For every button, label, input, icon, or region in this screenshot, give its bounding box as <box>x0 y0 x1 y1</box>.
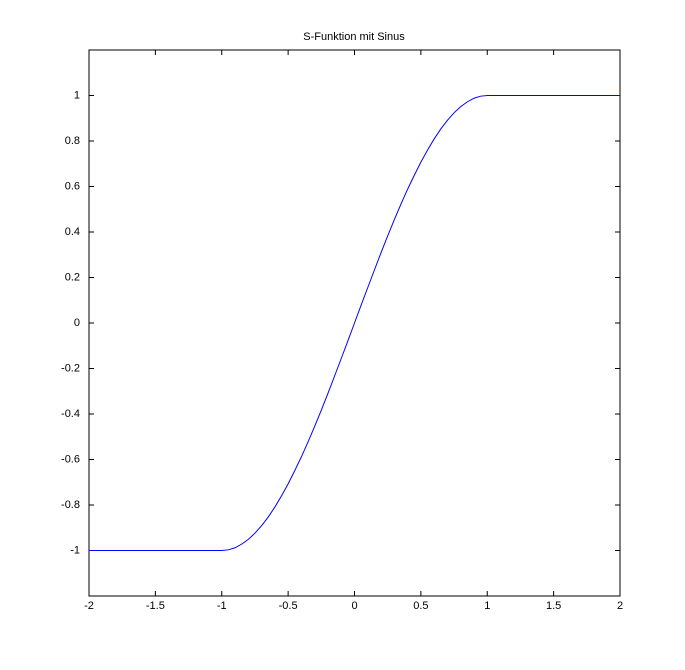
y-tick-label: 0.6 <box>65 180 80 192</box>
line <box>89 95 620 551</box>
y-tick-label: 0 <box>74 317 80 329</box>
x-tick-label: 2 <box>617 600 623 612</box>
y-tick-label: 0.4 <box>65 226 80 238</box>
x-tick-label: 0 <box>351 600 357 612</box>
y-tick-label: 0.2 <box>65 271 80 283</box>
x-tick-label: -1.5 <box>146 600 165 612</box>
x-tick-label: 0.5 <box>413 600 428 612</box>
y-tick-label: -0.2 <box>61 362 80 374</box>
y-tick-label: 1 <box>74 89 80 101</box>
x-tick-label: -2 <box>84 600 94 612</box>
y-tick-label: 0.8 <box>65 135 80 147</box>
chart-title: S-Funktion mit Sinus <box>303 31 405 43</box>
y-tick-label: -0.8 <box>61 499 80 511</box>
y-tick-label: -1 <box>70 544 80 556</box>
x-tick-label: 1 <box>484 600 490 612</box>
y-tick-label: -0.4 <box>61 408 80 420</box>
x-tick-label: -1 <box>217 600 227 612</box>
x-tick-label: -0.5 <box>279 600 298 612</box>
x-tick-label: 1.5 <box>546 600 561 612</box>
y-tick-label: -0.6 <box>61 453 80 465</box>
